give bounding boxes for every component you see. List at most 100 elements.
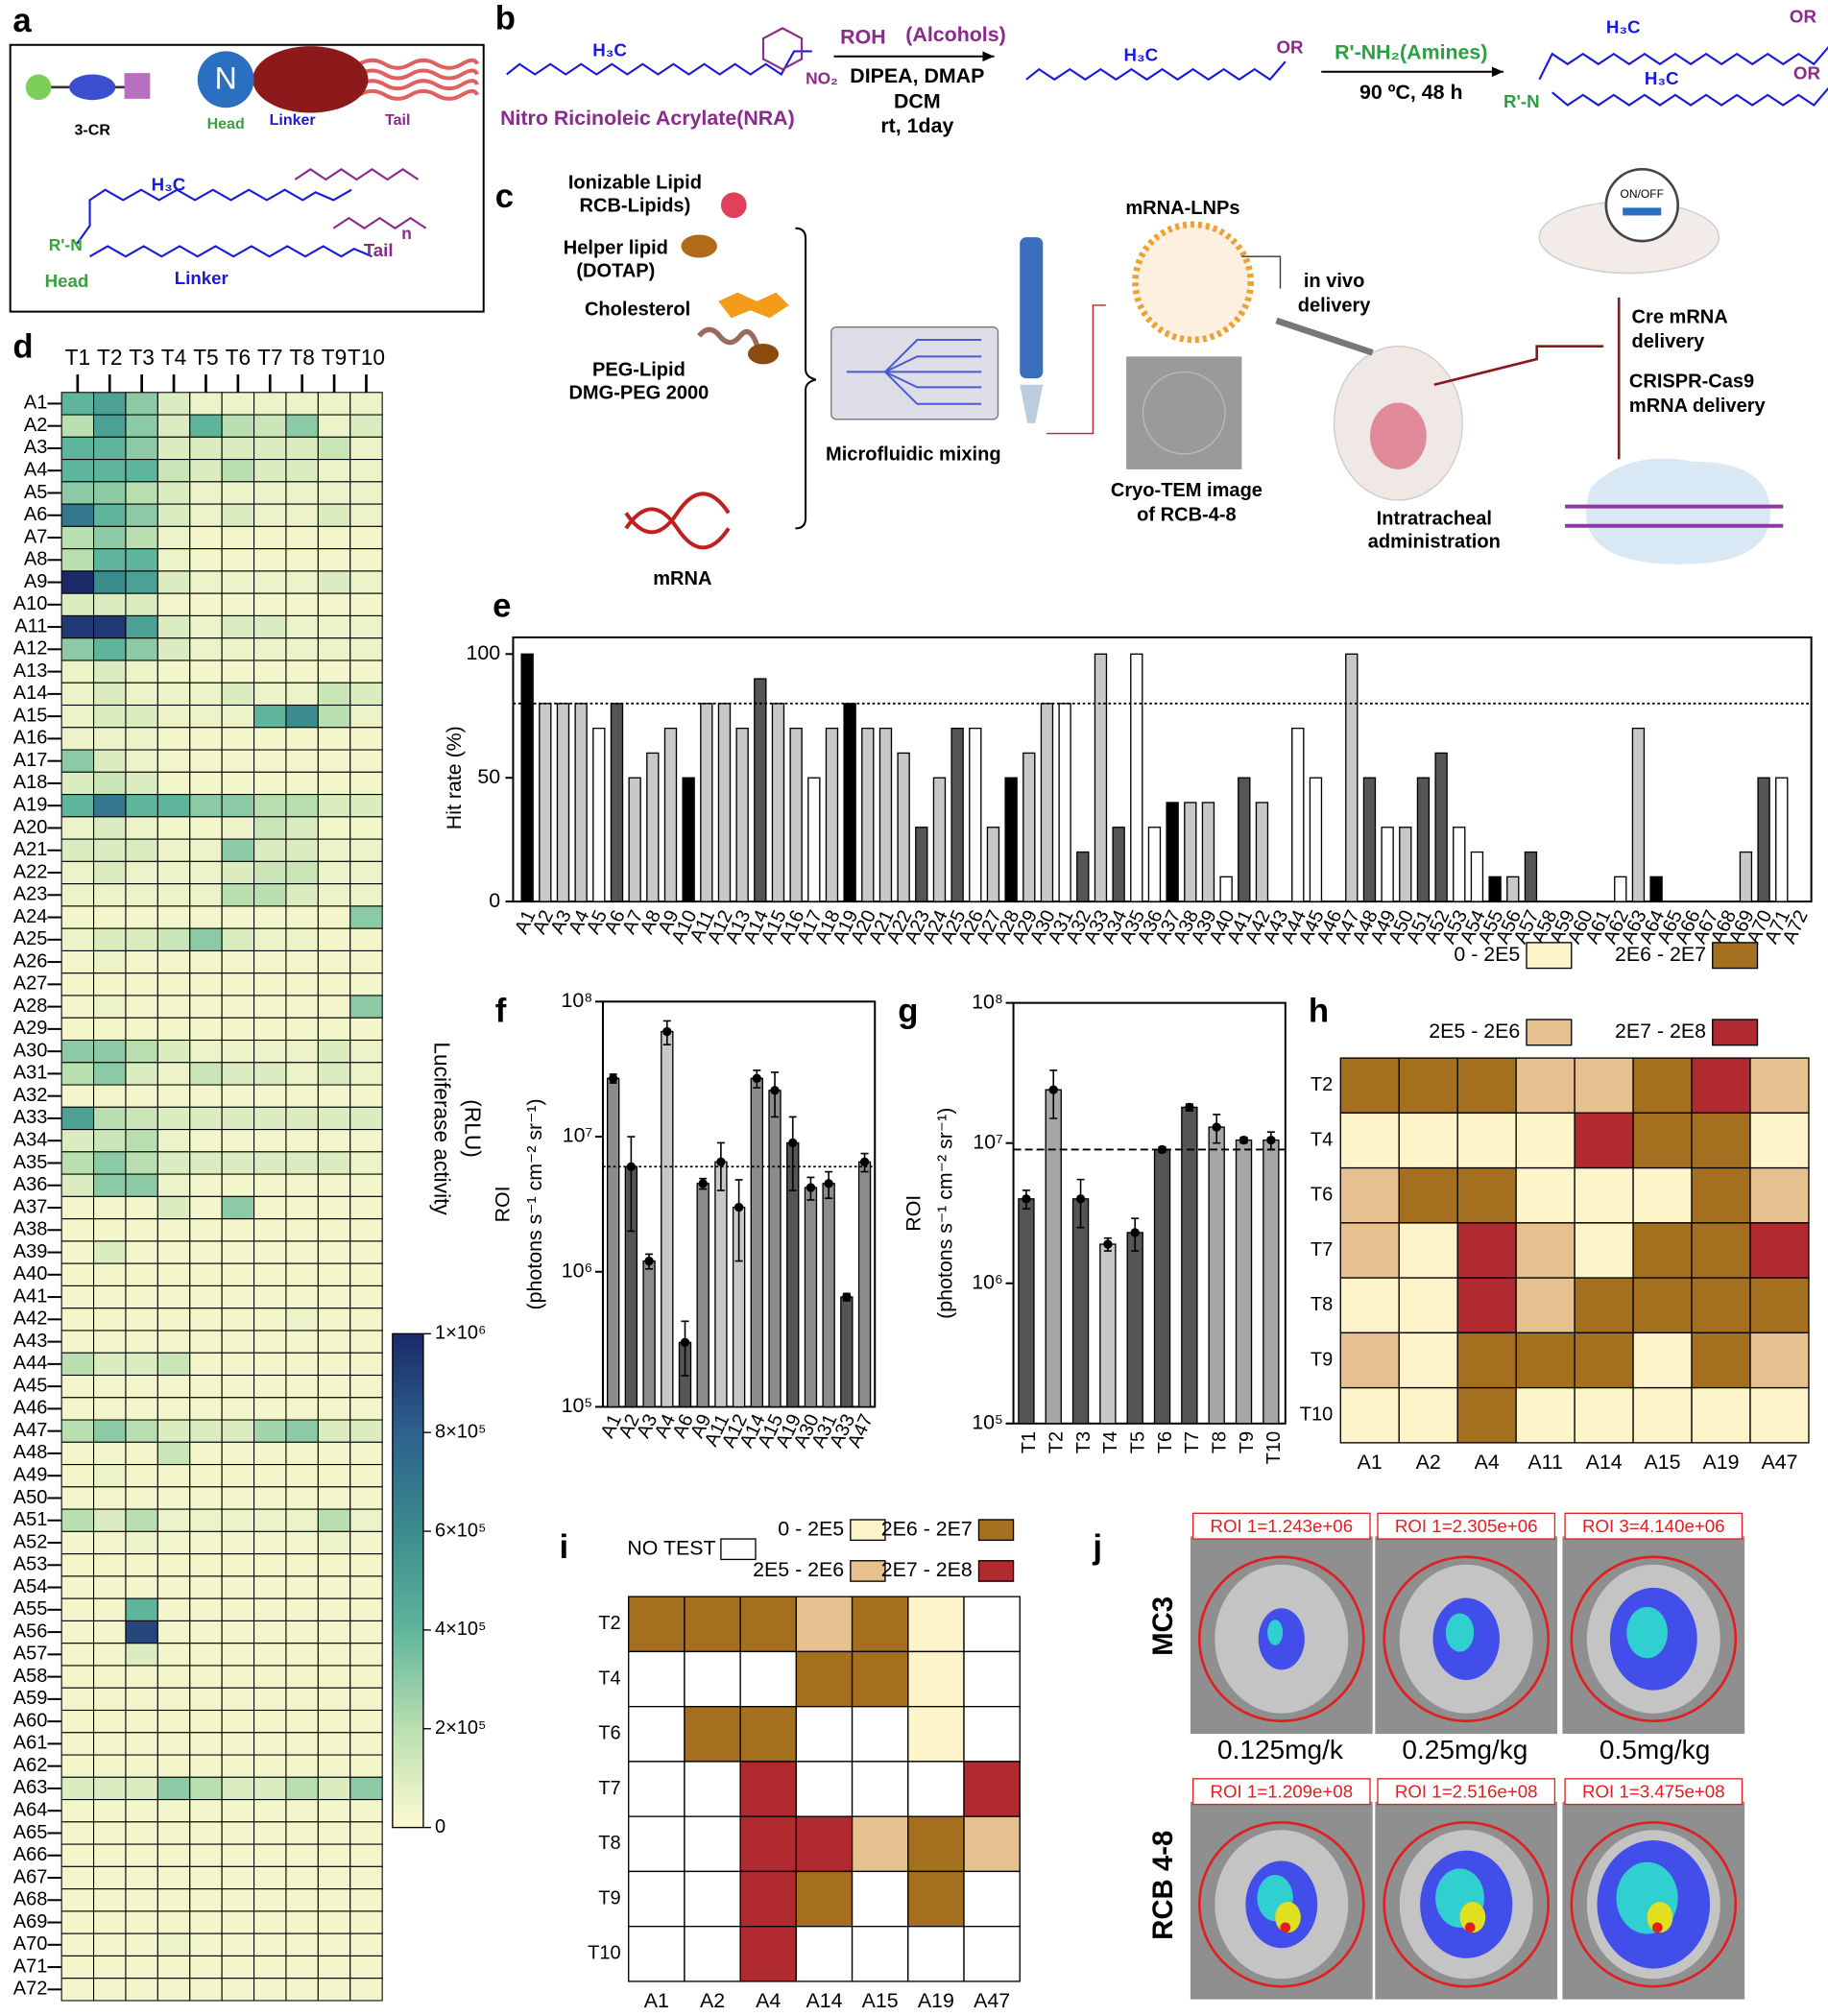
heat-cell [349, 1284, 383, 1309]
condition: DCM [894, 90, 941, 113]
structure [1538, 46, 1828, 107]
row-label: A2 [24, 415, 48, 436]
row-label: A46 [13, 1398, 48, 1419]
heat-cell [253, 794, 287, 818]
category-cell [739, 1706, 798, 1763]
heat-cell [156, 1821, 191, 1845]
heat-cell [317, 1464, 351, 1488]
heat-cell [285, 1643, 319, 1667]
heat-cell [285, 1106, 319, 1131]
heat-cell [156, 1173, 191, 1197]
category-cell [795, 1926, 854, 1982]
heat-cell [93, 660, 127, 684]
colorbar-title: Luciferase activity [429, 1042, 454, 1215]
heat-cell [285, 905, 319, 929]
x-tick-label: T5 [1128, 1431, 1149, 1453]
heat-cell [93, 1151, 127, 1175]
chem-label: H₃C [592, 39, 627, 60]
heat-cell [60, 1195, 95, 1220]
label: RCB-Lipids) [580, 195, 691, 216]
category-cell [795, 1761, 854, 1817]
connector [1241, 255, 1282, 289]
heat-cell [285, 727, 319, 751]
heat-cell [60, 503, 95, 527]
legend-label: 2E5 - 2E6 [1429, 1020, 1520, 1043]
row-label: A13 [13, 660, 48, 682]
heat-cell [221, 1687, 255, 1712]
heat-cell [285, 1330, 319, 1354]
heat-cell [317, 972, 351, 996]
heat-cell [189, 883, 223, 907]
category-cell [1574, 1386, 1634, 1444]
heat-cell [93, 1173, 127, 1197]
heat-cell [60, 1084, 95, 1108]
heat-cell [156, 1397, 191, 1421]
heat-cell [285, 1709, 319, 1734]
heat-cell [125, 1419, 158, 1443]
heat-cell [285, 838, 319, 862]
arrow-head [982, 51, 995, 62]
panel-frame [9, 43, 485, 313]
category-cell [1515, 1332, 1575, 1389]
row-label: T8 [598, 1833, 620, 1854]
heat-cell [349, 1709, 383, 1734]
lipid-icon [747, 344, 780, 365]
heat-cell [189, 1978, 223, 2002]
heat-cell [253, 548, 287, 572]
heat-cell [60, 1106, 95, 1131]
heat-cell [93, 794, 127, 818]
row-label: A60 [13, 1710, 48, 1731]
bar [1453, 827, 1466, 902]
heat-cell [253, 1799, 287, 1823]
heat-cell [317, 1173, 351, 1197]
chem-label: OR [1790, 7, 1817, 27]
heat-cell [221, 972, 255, 996]
heat-cell [285, 1039, 319, 1064]
heat-cell [60, 794, 95, 818]
heat-cell [253, 614, 287, 639]
heat-cell [93, 1218, 127, 1242]
heat-cell [189, 1553, 223, 1577]
category-cell [1574, 1057, 1634, 1115]
category-cell [1632, 1166, 1693, 1224]
bar [1362, 777, 1377, 902]
category-cell [1691, 1386, 1751, 1444]
heat-cell [317, 1597, 351, 1621]
heat-cell [60, 1039, 95, 1064]
heat-cell [156, 1486, 191, 1510]
panel-letter: f [495, 994, 507, 1030]
row-label: A59 [13, 1688, 48, 1709]
heat-cell [285, 1888, 319, 1912]
heat-cell [93, 1665, 127, 1689]
category-cell [963, 1761, 1021, 1817]
heat-cell [285, 1017, 319, 1042]
heat-cell [317, 1374, 351, 1399]
heat-cell [125, 1218, 158, 1242]
heat-cell [349, 637, 383, 661]
heat-cell [221, 1508, 255, 1532]
heat-cell [93, 1732, 127, 1756]
category-cell [851, 1650, 909, 1708]
row-label: A26 [13, 950, 48, 972]
condition: rt, 1day [880, 114, 953, 137]
heat-cell [285, 1218, 319, 1242]
heat-cell [221, 1910, 255, 1934]
row-label: A17 [13, 750, 48, 771]
heat-cell [349, 503, 383, 527]
heat-cell [125, 838, 158, 862]
heat-cell [60, 1687, 95, 1712]
bar [1166, 802, 1179, 902]
x-tick-label: T2 [1046, 1431, 1068, 1453]
linker-shape [253, 46, 369, 113]
heat-cell [285, 1754, 319, 1778]
heat-cell [317, 525, 351, 550]
row-label: A41 [13, 1285, 48, 1307]
heat-cell [156, 816, 191, 840]
heat-cell [189, 481, 223, 505]
row-label: A35 [13, 1152, 48, 1173]
heat-cell [349, 883, 383, 907]
heat-cell [349, 1441, 383, 1466]
category-cell [1456, 1332, 1517, 1389]
row-label: A56 [13, 1620, 48, 1642]
category-cell [1456, 1222, 1517, 1279]
